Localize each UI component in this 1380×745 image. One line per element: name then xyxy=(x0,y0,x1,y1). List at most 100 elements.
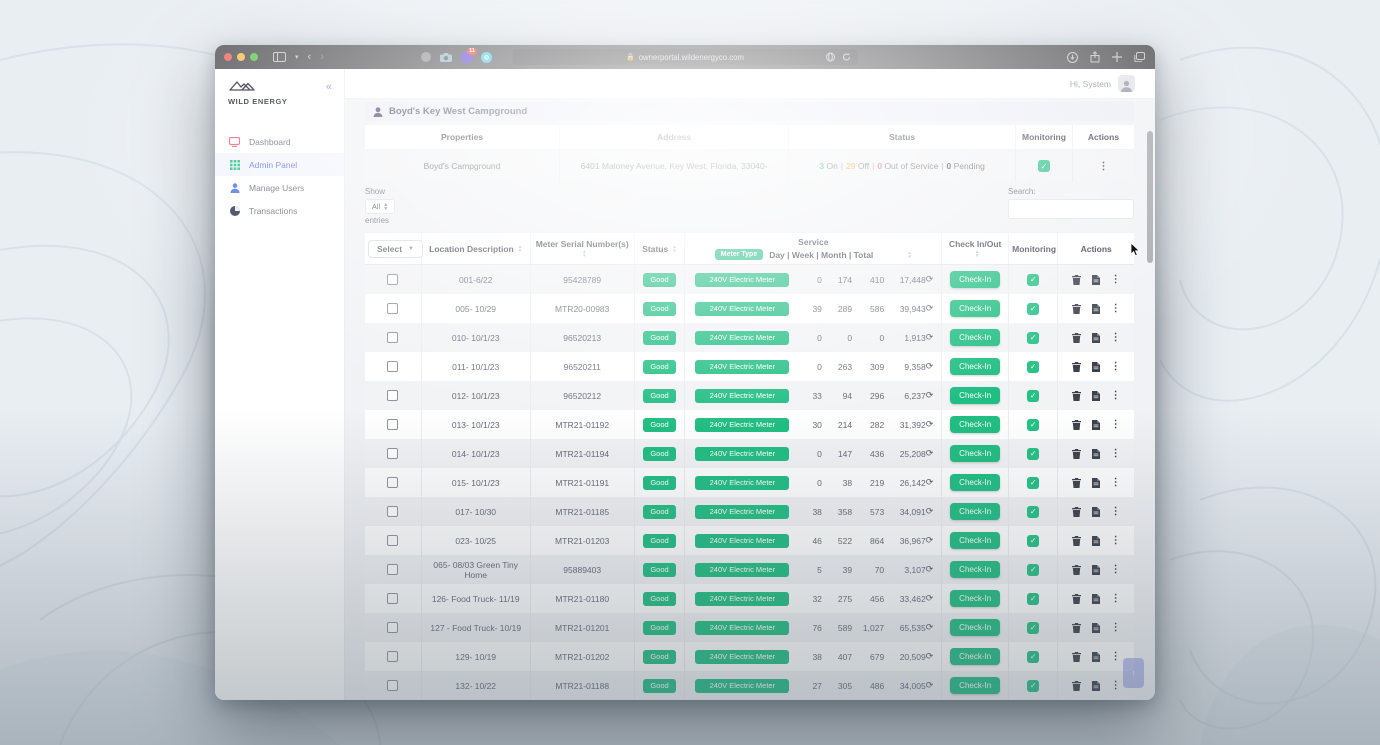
row-checkbox[interactable] xyxy=(387,448,399,460)
refresh-icon[interactable]: ⟳ xyxy=(925,622,934,632)
check-in-button[interactable]: Check-In xyxy=(950,648,1001,665)
kebab-menu-icon[interactable]: ⋮ xyxy=(1110,593,1121,604)
check-in-button[interactable]: Check-In xyxy=(950,271,1001,288)
kebab-menu-icon[interactable]: ⋮ xyxy=(1110,361,1121,372)
kebab-menu-icon[interactable]: ⋮ xyxy=(1110,448,1121,459)
check-in-button[interactable]: Check-In xyxy=(950,329,1001,346)
check-in-button[interactable]: Check-In xyxy=(950,358,1001,375)
refresh-icon[interactable]: ⟳ xyxy=(925,680,934,690)
document-icon[interactable] xyxy=(1091,419,1100,430)
reload-icon[interactable] xyxy=(842,52,852,62)
delete-icon[interactable] xyxy=(1071,332,1081,343)
document-icon[interactable] xyxy=(1091,303,1100,314)
address-bar[interactable]: 🔒 ownerportal.wildenergyco.com xyxy=(512,49,858,65)
row-checkbox[interactable] xyxy=(387,274,399,286)
property-kebab-menu-icon[interactable]: ⋮ xyxy=(1098,160,1109,172)
document-icon[interactable] xyxy=(1091,651,1100,662)
extension-teal-icon[interactable]: ◎ xyxy=(481,51,492,63)
sidebar-item-dashboard[interactable]: Dashboard xyxy=(215,130,344,153)
downloads-icon[interactable] xyxy=(1067,51,1078,63)
monitoring-checkbox[interactable]: ✓ xyxy=(1027,650,1040,663)
delete-icon[interactable] xyxy=(1071,651,1081,662)
document-icon[interactable] xyxy=(1091,448,1100,459)
chevron-down-icon[interactable]: ▾ xyxy=(295,54,299,61)
kebab-menu-icon[interactable]: ⋮ xyxy=(1110,332,1121,343)
refresh-icon[interactable]: ⟳ xyxy=(925,535,934,545)
delete-icon[interactable] xyxy=(1071,274,1081,285)
row-checkbox[interactable] xyxy=(387,361,399,373)
search-input[interactable] xyxy=(1008,199,1134,219)
refresh-icon[interactable]: ⟳ xyxy=(925,506,934,516)
check-in-button[interactable]: Check-In xyxy=(950,561,1001,578)
row-checkbox[interactable] xyxy=(387,622,399,634)
tab-overview-icon[interactable] xyxy=(1134,52,1145,62)
document-icon[interactable] xyxy=(1091,332,1100,343)
kebab-menu-icon[interactable]: ⋮ xyxy=(1110,419,1121,430)
kebab-menu-icon[interactable]: ⋮ xyxy=(1110,477,1121,488)
row-checkbox[interactable] xyxy=(387,680,399,692)
row-checkbox[interactable] xyxy=(387,332,399,344)
sidebar-toggle-icon[interactable] xyxy=(273,52,286,62)
delete-icon[interactable] xyxy=(1071,390,1081,401)
back-icon[interactable]: ‹ xyxy=(307,51,312,63)
check-in-button[interactable]: Check-In xyxy=(950,532,1001,549)
delete-icon[interactable] xyxy=(1071,506,1081,517)
refresh-icon[interactable]: ⟳ xyxy=(925,448,934,458)
refresh-icon[interactable]: ⟳ xyxy=(925,651,934,661)
monitoring-checkbox[interactable]: ✓ xyxy=(1027,592,1040,605)
share-icon[interactable] xyxy=(1090,51,1100,63)
close-window-button[interactable] xyxy=(224,53,232,61)
document-icon[interactable] xyxy=(1091,274,1100,285)
refresh-icon[interactable]: ⟳ xyxy=(925,477,934,487)
translate-icon[interactable] xyxy=(826,52,836,62)
monitoring-checkbox[interactable]: ✓ xyxy=(1027,447,1040,460)
new-tab-icon[interactable] xyxy=(1112,52,1122,62)
row-checkbox[interactable] xyxy=(387,593,399,605)
kebab-menu-icon[interactable]: ⋮ xyxy=(1110,651,1121,662)
sidebar-item-admin-panel[interactable]: Admin Panel xyxy=(215,153,344,176)
delete-icon[interactable] xyxy=(1071,622,1081,633)
kebab-menu-icon[interactable]: ⋮ xyxy=(1110,535,1121,546)
check-in-button[interactable]: Check-In xyxy=(950,416,1001,433)
extension-profile-icon[interactable] xyxy=(421,52,431,62)
col-service[interactable]: Service Meter Type Day | Week | Month | … xyxy=(684,232,943,265)
sidebar-collapse-icon[interactable]: « xyxy=(325,81,332,93)
check-in-button[interactable]: Check-In xyxy=(950,387,1001,404)
col-check-in-out[interactable]: Check In/Out ▲ ▼ xyxy=(941,232,1010,265)
kebab-menu-icon[interactable]: ⋮ xyxy=(1110,680,1121,691)
sidebar-item-manage-users[interactable]: Manage Users xyxy=(215,176,344,199)
col-location-description[interactable]: Location Description ▲ ▼ xyxy=(421,232,531,265)
monitoring-checkbox[interactable]: ✓ xyxy=(1027,389,1040,402)
delete-icon[interactable] xyxy=(1071,419,1081,430)
kebab-menu-icon[interactable]: ⋮ xyxy=(1110,564,1121,575)
check-in-button[interactable]: Check-In xyxy=(950,590,1001,607)
minimize-window-button[interactable] xyxy=(237,53,245,61)
extension-purple-icon[interactable]: 11 xyxy=(461,47,477,63)
monitoring-checkbox[interactable]: ✓ xyxy=(1027,331,1040,344)
sidebar-item-transactions[interactable]: Transactions xyxy=(215,199,344,222)
refresh-icon[interactable]: ⟳ xyxy=(925,332,934,342)
refresh-icon[interactable]: ⟳ xyxy=(925,361,934,371)
document-icon[interactable] xyxy=(1091,622,1100,633)
delete-icon[interactable] xyxy=(1071,680,1081,691)
delete-icon[interactable] xyxy=(1071,303,1081,314)
refresh-icon[interactable]: ⟳ xyxy=(925,593,934,603)
document-icon[interactable] xyxy=(1091,361,1100,372)
document-icon[interactable] xyxy=(1091,564,1100,575)
refresh-icon[interactable]: ⟳ xyxy=(925,419,934,429)
col-meter-serial[interactable]: Meter Serial Number(s) ▲ ▼ xyxy=(530,232,635,265)
property-monitoring-checkbox[interactable]: ✓ xyxy=(1037,160,1050,172)
check-in-button[interactable]: Check-In xyxy=(950,445,1001,462)
check-in-button[interactable]: Check-In xyxy=(950,503,1001,520)
document-icon[interactable] xyxy=(1091,506,1100,517)
monitoring-checkbox[interactable]: ✓ xyxy=(1027,621,1040,634)
monitoring-checkbox[interactable]: ✓ xyxy=(1027,505,1040,518)
row-checkbox[interactable] xyxy=(387,564,399,576)
entries-select[interactable]: All ▲ ▼ xyxy=(365,199,395,214)
select-dropdown-button[interactable]: Select ▼ xyxy=(368,239,423,258)
row-checkbox[interactable] xyxy=(387,419,399,431)
monitoring-checkbox[interactable]: ✓ xyxy=(1027,273,1040,286)
row-checkbox[interactable] xyxy=(387,651,399,663)
kebab-menu-icon[interactable]: ⋮ xyxy=(1110,622,1121,633)
document-icon[interactable] xyxy=(1091,535,1100,546)
